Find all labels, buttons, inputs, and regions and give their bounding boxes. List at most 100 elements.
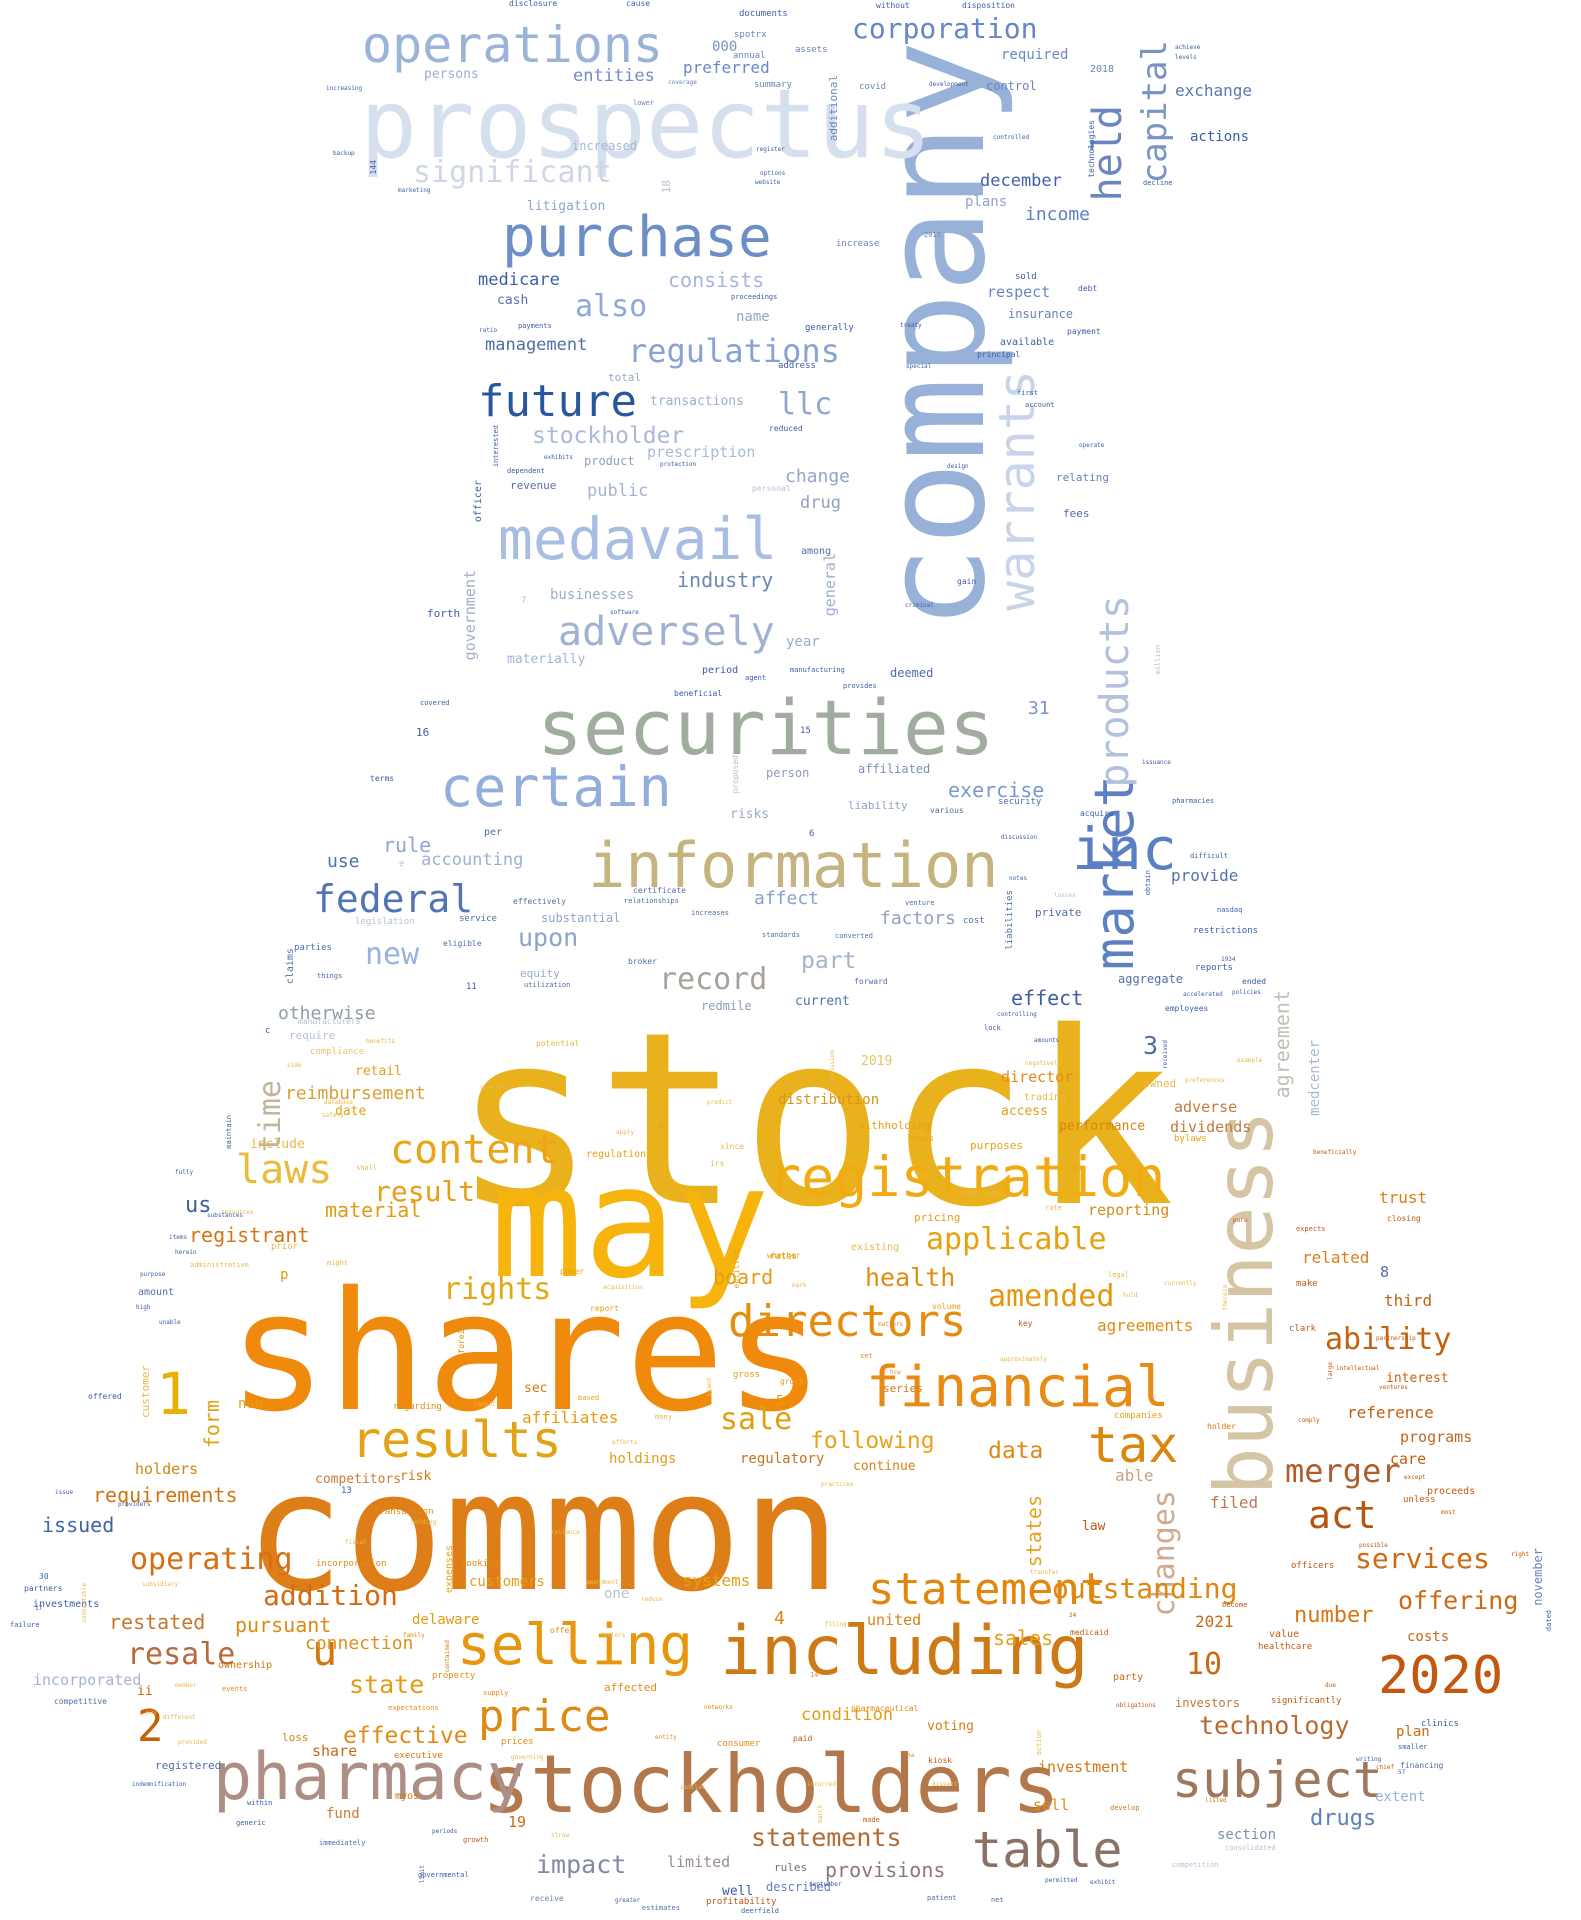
cloud-word: key bbox=[1018, 1319, 1033, 1328]
cloud-word: entity bbox=[655, 1734, 677, 1741]
cloud-word: manufacturing bbox=[790, 666, 845, 674]
cloud-word: transaction bbox=[374, 1507, 434, 1517]
cloud-word: investment bbox=[1038, 1758, 1129, 1776]
cloud-word: indemnification bbox=[132, 1781, 187, 1788]
cloud-word: third bbox=[1384, 1291, 1433, 1310]
cloud-word: reference bbox=[1347, 1403, 1434, 1422]
cloud-word: well bbox=[722, 1884, 754, 1899]
cloud-word: companies bbox=[1114, 1411, 1163, 1421]
cloud-word: incorporation bbox=[316, 1559, 387, 1569]
cloud-word: selling bbox=[457, 1613, 694, 1678]
cloud-word: many bbox=[655, 1413, 672, 1421]
cloud-word: first bbox=[1017, 389, 1039, 397]
cloud-word: reduce bbox=[641, 1596, 663, 1603]
cloud-word: offer bbox=[550, 1626, 575, 1635]
cloud-word: exchange bbox=[1175, 81, 1253, 100]
cloud-word: competitors bbox=[315, 1472, 402, 1487]
cloud-word: content bbox=[390, 1127, 559, 1173]
cloud-word: expects bbox=[1296, 1225, 1326, 1233]
cloud-word: insurance bbox=[1008, 307, 1074, 321]
cloud-word: sec bbox=[524, 1381, 548, 1396]
cloud-word: technology bbox=[1199, 1711, 1350, 1740]
cloud-word: 18 bbox=[660, 180, 673, 194]
cloud-word: incurred bbox=[807, 1781, 836, 1788]
cloud-word: issuance bbox=[1142, 759, 1171, 766]
cloud-word: adversely bbox=[558, 609, 775, 655]
cloud-word: products bbox=[1092, 595, 1138, 788]
cloud-word: increase bbox=[836, 239, 880, 249]
cloud-word: performance bbox=[1059, 1119, 1146, 1134]
cloud-word: september bbox=[809, 1881, 842, 1888]
cloud-word: 57 bbox=[1398, 1769, 1406, 1776]
cloud-word: set bbox=[860, 1352, 873, 1360]
cloud-word: reporting bbox=[1088, 1201, 1170, 1219]
cloud-word: listed bbox=[1205, 1797, 1227, 1804]
cloud-word: ownership bbox=[218, 1660, 273, 1671]
cloud-word: results bbox=[351, 1411, 562, 1469]
cloud-word: acquisition bbox=[603, 1284, 643, 1291]
cloud-word: loss bbox=[282, 1731, 309, 1744]
cloud-word: losses bbox=[1054, 892, 1076, 899]
cloud-word: officers bbox=[1291, 1561, 1335, 1571]
cloud-word: controlling bbox=[997, 1011, 1037, 1018]
cloud-word: substantial bbox=[541, 911, 621, 925]
cloud-word: million bbox=[1154, 645, 1162, 675]
cloud-word: extent bbox=[1375, 1789, 1426, 1805]
cloud-word: hold bbox=[1123, 1292, 1138, 1299]
cloud-word: c bbox=[265, 1026, 271, 1036]
cloud-word: providers bbox=[118, 1501, 151, 1508]
cloud-word: networks bbox=[704, 1704, 733, 1711]
cloud-word: trading bbox=[1024, 1092, 1067, 1103]
cloud-word: safety bbox=[322, 1112, 344, 1119]
cloud-word: might bbox=[327, 1259, 349, 1267]
cloud-word: made bbox=[863, 1816, 880, 1824]
cloud-word: interested bbox=[492, 425, 500, 468]
cloud-word: governing bbox=[511, 1754, 544, 1761]
cloud-word: access bbox=[1001, 1104, 1048, 1119]
cloud-word: relationships bbox=[624, 897, 679, 905]
cloud-word: requirements bbox=[93, 1483, 238, 1507]
cloud-word: stockholder bbox=[532, 423, 685, 449]
cloud-word: 3 bbox=[1143, 1031, 1159, 1060]
cloud-word: voting bbox=[927, 1719, 974, 1734]
cloud-word: costs bbox=[1407, 1629, 1450, 1645]
cloud-word: cost bbox=[963, 916, 985, 926]
cloud-word: proceedings bbox=[731, 293, 778, 301]
cloud-word: rights bbox=[443, 1272, 552, 1307]
cloud-word: resale bbox=[127, 1637, 236, 1672]
cloud-word: become bbox=[1222, 1601, 1248, 1609]
cloud-word: exhibits bbox=[544, 454, 573, 461]
cloud-word: deerfield bbox=[741, 1907, 779, 1915]
cloud-word: period bbox=[702, 665, 739, 676]
cloud-word: covered bbox=[420, 699, 450, 707]
cloud-word: proceeds bbox=[1427, 1486, 1476, 1497]
cloud-word: certificate bbox=[633, 886, 686, 895]
cloud-word: contained bbox=[444, 1640, 451, 1673]
cloud-word: partnership bbox=[1376, 1335, 1416, 1342]
cloud-word: year bbox=[786, 634, 820, 650]
cloud-word: spotrx bbox=[734, 30, 767, 40]
cloud-word: state bbox=[349, 1670, 425, 1699]
cloud-word: claims bbox=[285, 948, 296, 985]
cloud-word: group bbox=[780, 1377, 805, 1386]
cloud-word: continue bbox=[853, 1459, 916, 1474]
cloud-word: 144 bbox=[369, 160, 378, 175]
cloud-word: cash bbox=[497, 293, 529, 308]
cloud-word: aggregate bbox=[1118, 972, 1184, 986]
cloud-word: llc bbox=[778, 387, 833, 422]
cloud-word: writing bbox=[1356, 1756, 1382, 1763]
cloud-word: legislation bbox=[355, 917, 415, 927]
cloud-word: preferred bbox=[683, 58, 770, 77]
cloud-word: difficult bbox=[1190, 852, 1228, 860]
cloud-word: holdings bbox=[609, 1451, 677, 1467]
cloud-word: pure bbox=[1233, 1217, 1248, 1224]
cloud-word: number bbox=[1294, 1603, 1374, 1628]
cloud-word: effective bbox=[343, 1723, 468, 1749]
cloud-word: smaller bbox=[1398, 1743, 1428, 1751]
cloud-word: dissent bbox=[932, 1781, 958, 1788]
cloud-word: fiscal bbox=[345, 1539, 367, 1546]
cloud-word: standards bbox=[762, 931, 800, 939]
cloud-word: liabilities bbox=[1005, 890, 1015, 950]
cloud-word: cannot bbox=[474, 1401, 496, 1408]
cloud-word: expectations bbox=[388, 1704, 439, 1712]
